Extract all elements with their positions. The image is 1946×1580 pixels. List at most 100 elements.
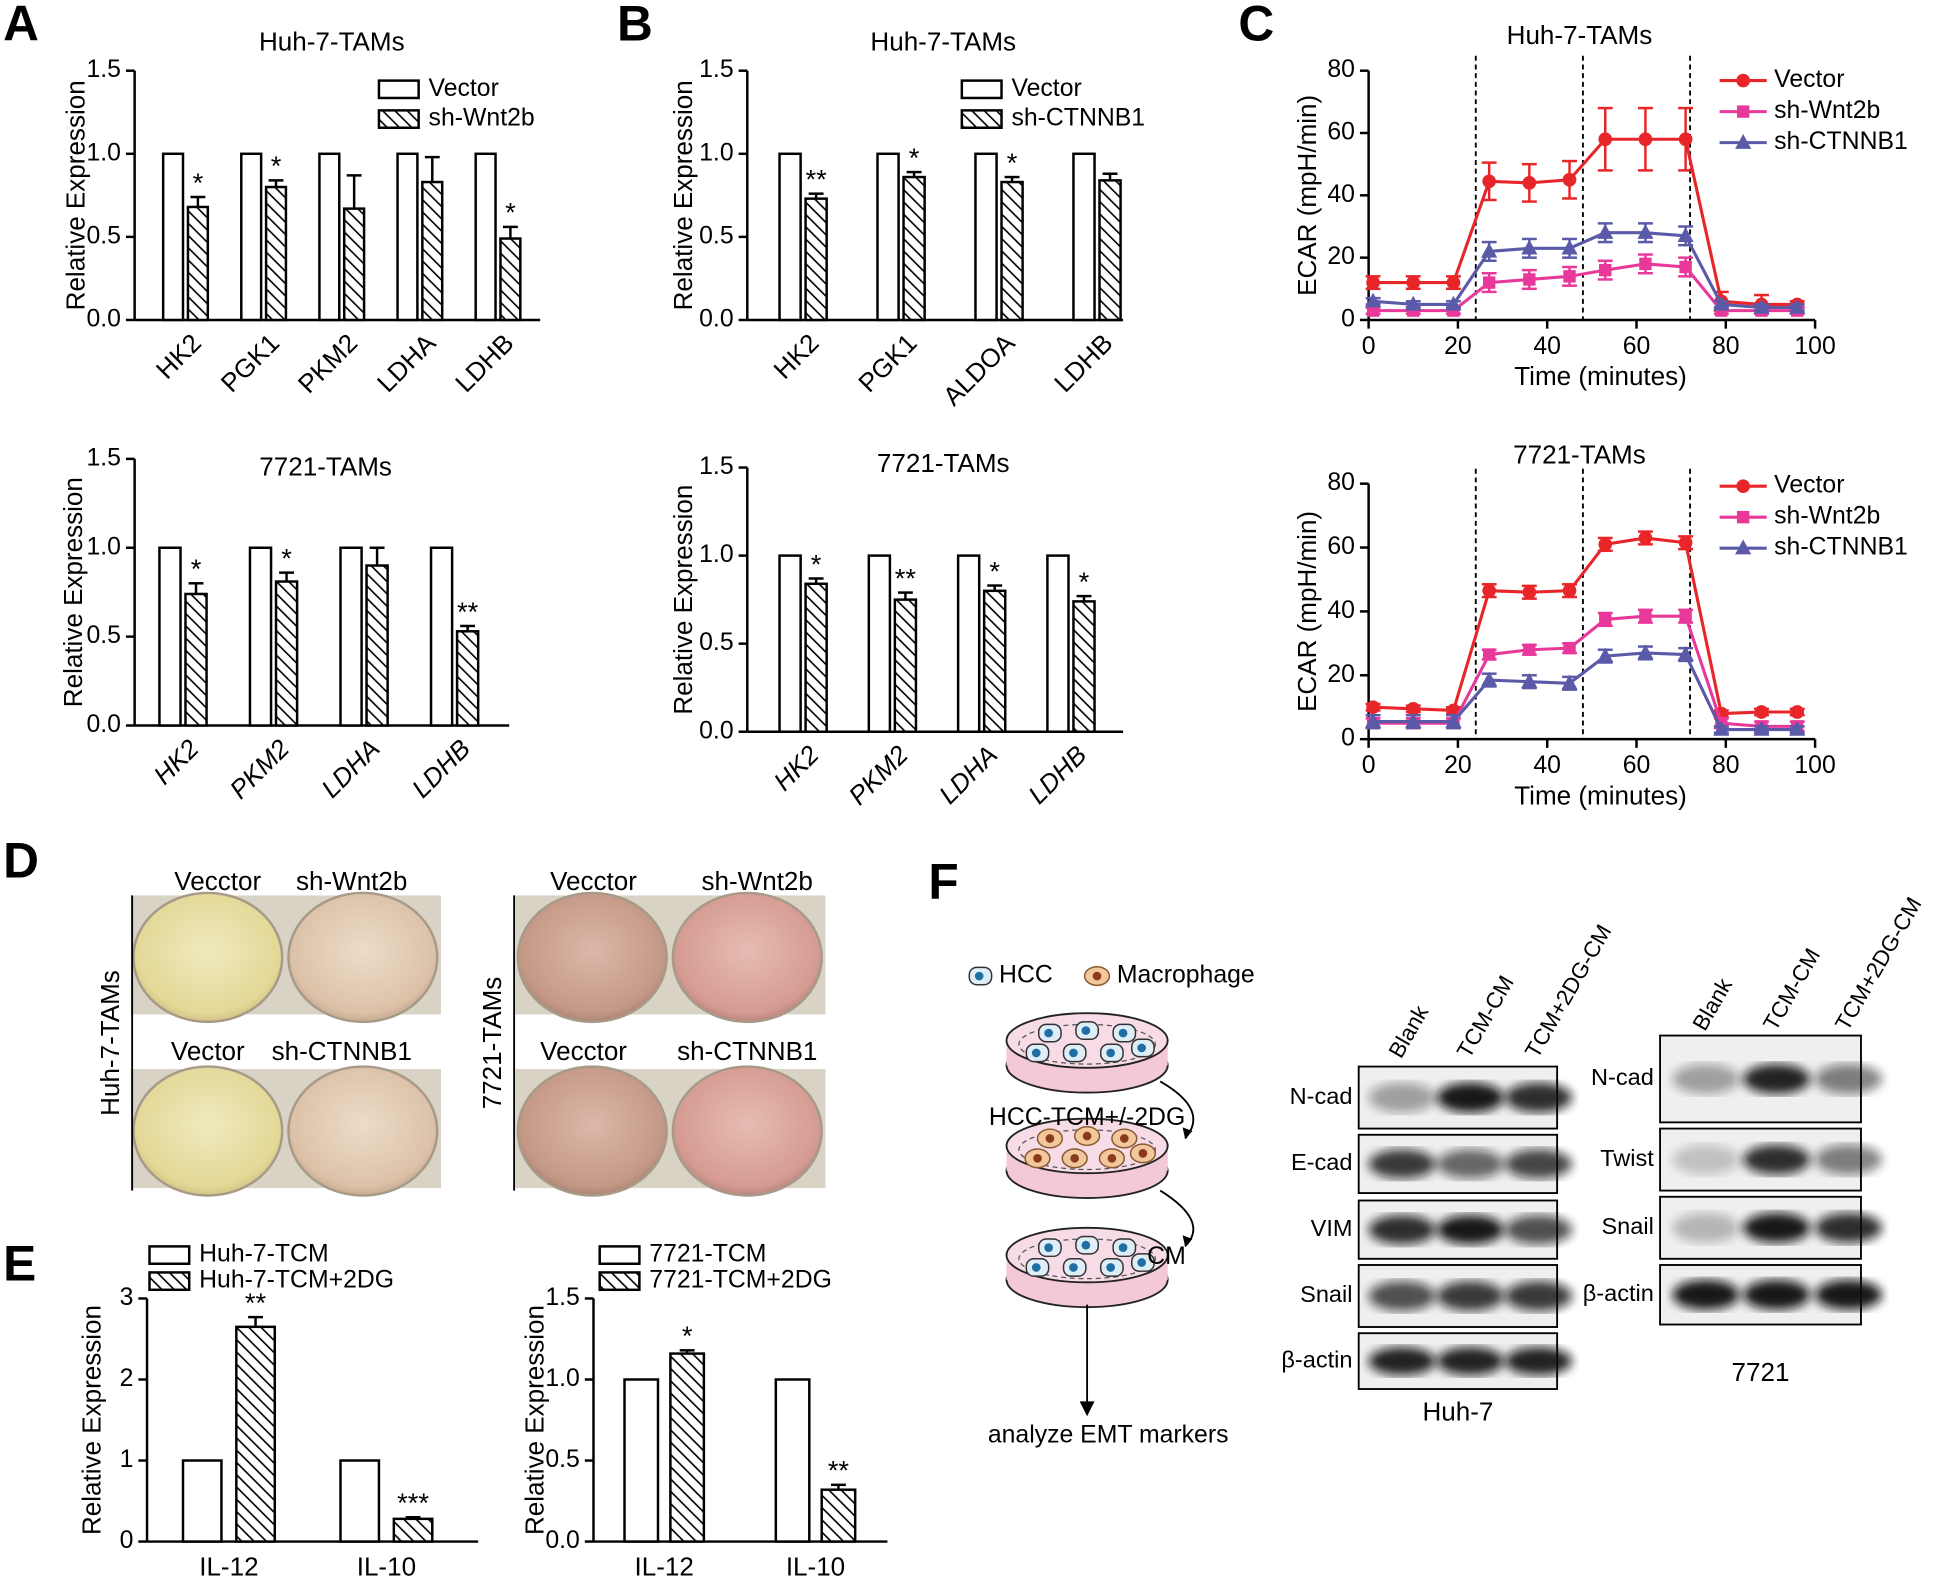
panel-label: C [1238,0,1274,51]
legend-swatch [148,1271,191,1292]
hcc-nucleus [1081,1240,1091,1250]
photo-label: sh-CTNNB1 [272,1036,412,1066]
y-tick-label: 40 [1327,597,1355,624]
hcc-nucleus [974,971,984,981]
macrophage-nucleus [1119,1134,1129,1143]
significance-label: * [1007,147,1018,178]
legend-swatch [598,1245,641,1265]
photo-label: Vecctor [540,1036,627,1066]
macrophage-nucleus [1138,1149,1148,1158]
legend-label: Vector [429,75,499,102]
series-line [1373,262,1798,313]
marker [1598,537,1613,552]
chart: 0.0 0.5 1.0 1.5 7721-TAMs Relative Expression… [668,448,1124,811]
error-bar [1004,175,1020,183]
bar [365,564,389,727]
marker [1446,275,1461,290]
macrophage-nucleus [1092,971,1102,981]
legend-swatch [377,79,420,100]
photo-label: sh-CTNNB1 [677,1036,817,1066]
bar [1072,600,1096,733]
bar [867,554,892,733]
hcc-nucleus [1106,1048,1116,1058]
marker [1481,671,1498,687]
error-bar [346,174,362,209]
error-bar [679,1349,695,1354]
significance-label: * [682,1320,693,1351]
photo-row-label: Huh-7-TAMs [95,970,125,1116]
marker [1677,227,1694,243]
diagram-legend: HCC [999,962,1053,989]
blot-band [1505,1082,1573,1113]
bar [339,1459,381,1543]
chart-title: Huh-7-TAMs [259,26,405,56]
bar [804,197,828,322]
error-bar [190,195,206,207]
hcc-nucleus [1031,1048,1041,1058]
error-bar [460,624,476,632]
x-tick-label: 60 [1623,333,1651,360]
error-bar [1102,172,1118,181]
bar [820,1488,857,1543]
marker [1754,705,1769,719]
significance-label: * [811,548,822,579]
marker [1563,641,1576,655]
marker [1789,298,1806,314]
bar [240,152,263,322]
y-axis-label: Relative Expression [519,1305,549,1535]
error-bar [987,584,1003,591]
marker [1679,260,1692,274]
blot-band [1436,1149,1504,1179]
y-tick-label: 0.0 [87,711,121,738]
hcc-nucleus [1106,1263,1116,1272]
blot-band [1368,1281,1436,1311]
y-tick-label: 1.5 [699,56,733,83]
marker [1406,701,1421,716]
y-tick-label: 0 [1341,306,1355,333]
marker [1638,132,1653,147]
marker [1639,257,1652,271]
diagram-step: CM [1147,1243,1186,1270]
marker [1482,174,1496,189]
marker [1482,583,1496,598]
chart-title: Huh-7-TAMs [870,26,1016,56]
significance-label: * [989,555,1000,586]
marker [1522,176,1537,190]
y-tick-label: 0.0 [545,1527,579,1554]
x-axis-label: Time (minutes) [1514,361,1687,391]
x-tick-label: HK2 [768,739,825,796]
marker [1713,295,1730,311]
bar [264,185,288,322]
panel-label: F [928,854,958,910]
legend-label: Vector [1774,66,1844,93]
bar [429,546,454,727]
arrow-head [1182,1235,1193,1247]
marker [1789,720,1806,736]
bar [1072,152,1096,322]
x-tick-label: HK2 [150,328,207,385]
y-tick-label: 80 [1327,56,1355,83]
hcc-nucleus [1081,1026,1091,1035]
y-tick-label: 1.5 [87,56,121,83]
legend-swatch [377,109,420,129]
series-line [1372,231,1798,310]
lane-label: TCM-CM [1452,971,1519,1062]
y-tick-label: 1.0 [699,139,733,166]
blot-band [1505,1281,1573,1311]
cell-label: Huh-7 [1422,1397,1493,1427]
significance-label: ** [245,1287,267,1318]
x-tick-label: PKM2 [292,328,363,399]
bar [161,152,185,322]
hcc-nucleus [1069,1048,1078,1058]
x-tick-label: 40 [1533,752,1561,779]
blot-band [1815,1212,1883,1243]
error-bar [906,170,922,178]
row-label: Twist [1600,1145,1654,1171]
y-axis-label: Relative Expression [668,485,698,715]
blot-band [1505,1149,1573,1179]
series-line [1373,651,1798,732]
bar [248,546,273,727]
error-bar [248,1315,263,1327]
blot-band [1743,1279,1811,1310]
